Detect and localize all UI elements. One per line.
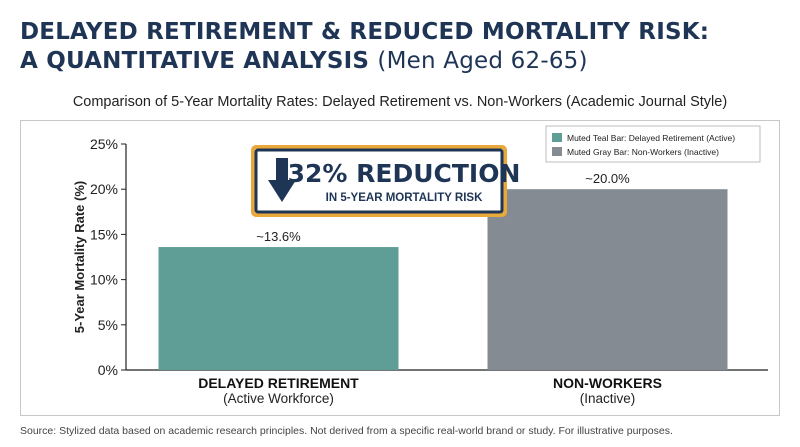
y-axis-label: 5-Year Mortality Rate (%) [72, 181, 87, 333]
legend-swatch [552, 147, 562, 156]
x-category-sublabel: (Active Workforce) [223, 391, 334, 406]
y-tick-label: 5% [98, 317, 118, 333]
callout-box [254, 148, 504, 214]
legend-label: Muted Teal Bar: Delayed Retirement (Acti… [567, 133, 735, 143]
title-line-2-light: (Men Aged 62-65) [377, 48, 588, 74]
y-tick-label: 10% [90, 272, 118, 288]
y-tick-label: 25% [90, 136, 118, 152]
down-arrow-icon [268, 158, 296, 202]
legend-box [545, 125, 761, 163]
callout-headline: 32% REDUCTION [288, 159, 521, 188]
x-category-label: DELAYED RETIREMENT [198, 375, 359, 391]
callout-subline: IN 5-YEAR MORTALITY RISK [326, 192, 483, 204]
data-label: ~13.6% [256, 229, 301, 244]
chart-subtitle: Comparison of 5-Year Mortality Rates: De… [72, 94, 728, 110]
y-tick-label: 20% [90, 181, 118, 197]
legend-label: Muted Gray Bar: Non-Workers (Inactive) [567, 147, 719, 157]
x-category-label: NON-WORKERS [553, 375, 662, 391]
bar-1 [158, 247, 399, 370]
title-line-2: A QUANTITATIVE ANALYSIS (Men Aged 62-65) [20, 47, 790, 76]
source-note: Source: Stylized data based on academic … [20, 425, 673, 437]
y-tick-label: 0% [98, 362, 118, 378]
title-line-2-bold: A QUANTITATIVE ANALYSIS [20, 48, 370, 74]
legend-swatch [552, 133, 562, 142]
callout-glow [251, 145, 507, 217]
x-category-sublabel: (Inactive) [580, 391, 636, 406]
data-label: ~20.0% [585, 171, 630, 186]
title-line-1: DELAYED RETIREMENT & REDUCED MORTALITY R… [20, 19, 710, 45]
bar-2 [487, 189, 728, 370]
chart-title: DELAYED RETIREMENT & REDUCED MORTALITY R… [20, 18, 790, 76]
y-tick-label: 15% [90, 226, 118, 242]
